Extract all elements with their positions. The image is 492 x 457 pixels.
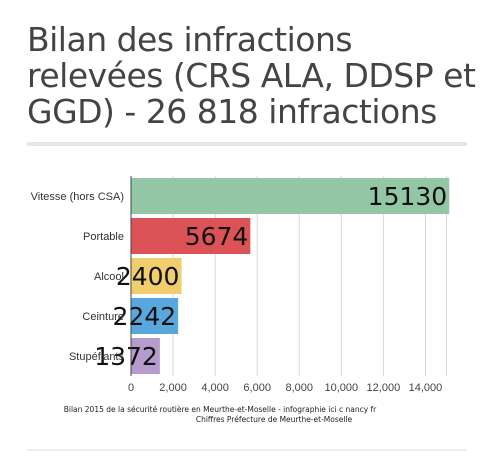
- x-axis-ticks: 0 2,000 4,000 6,000 8,000 10,000 12,000 14,000: [128, 382, 442, 394]
- source-credit: Bilan 2015 de la sécurité routière en Me…: [63, 405, 377, 414]
- x-tick-label: 6,000: [243, 382, 271, 394]
- x-tick-label: 4,000: [201, 382, 229, 394]
- bar: [131, 258, 182, 294]
- bar: [131, 338, 160, 374]
- category-labels: Vitesse (hors CSA) Portable Alcool Ceinture…: [31, 191, 125, 363]
- category-label: Ceinture: [82, 311, 124, 323]
- x-tick-label: 12,000: [367, 382, 401, 394]
- x-tick-label: 0: [128, 382, 134, 394]
- chart-title: Bilan des infractions relevées (CRS ALA,…: [27, 20, 476, 131]
- bar: [131, 298, 179, 334]
- data-label: 1372: [94, 342, 158, 371]
- data-label: 15130: [368, 182, 448, 211]
- category-label: Vitesse (hors CSA): [31, 191, 124, 203]
- data-label: 2242: [113, 302, 177, 331]
- x-tick-label: 2,000: [159, 382, 187, 394]
- category-label: Alcool: [94, 271, 124, 283]
- category-label: Portable: [83, 231, 124, 243]
- category-label: Stupéfiants: [69, 351, 125, 363]
- bar: [131, 218, 251, 254]
- bar: [131, 178, 450, 214]
- x-tick-label: 10,000: [324, 382, 358, 394]
- data-label: 5674: [185, 222, 249, 251]
- x-tick-label: 8,000: [285, 382, 313, 394]
- data-label: 2400: [116, 262, 180, 291]
- bottom-divider: [27, 449, 467, 451]
- source-data: Chiffres Préfecture de Meurthe-et-Mosell…: [195, 415, 353, 424]
- title-divider: [27, 142, 467, 146]
- x-tick-label: 14,000: [409, 382, 443, 394]
